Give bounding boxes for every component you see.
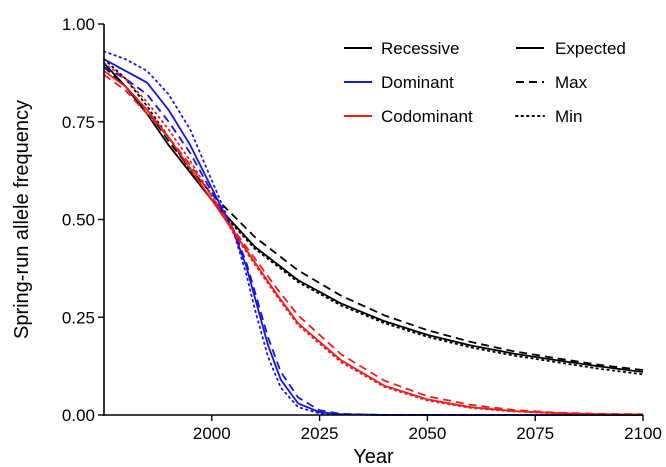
y-tick-label: 0.50 bbox=[62, 211, 95, 230]
y-tick-label: 1.00 bbox=[62, 15, 95, 34]
x-tick-label: 2025 bbox=[301, 424, 339, 443]
x-tick-label: 2000 bbox=[193, 424, 231, 443]
legend: Recessive Dominant Codominant Expected Max Mi… bbox=[344, 39, 626, 126]
legend-label: Codominant bbox=[381, 107, 473, 126]
y-tick-label: 0.25 bbox=[62, 308, 95, 327]
y-tick-label: 0.00 bbox=[62, 406, 95, 425]
series-line-7 bbox=[103, 74, 644, 416]
series-line-4 bbox=[103, 66, 643, 416]
legend-style-label: Min bbox=[555, 107, 582, 126]
series-layer bbox=[103, 50, 644, 416]
x-axis-title: Year bbox=[353, 446, 394, 467]
y-axis-title: Spring-run allele frequency bbox=[11, 100, 33, 339]
axes-layer: 0.00 0.25 0.50 0.75 1.00 2000 2025 2050 2075 2100 bbox=[62, 15, 662, 443]
x-tick-label: 2100 bbox=[624, 424, 662, 443]
series-line-8 bbox=[103, 62, 644, 416]
y-tick-label: 0.75 bbox=[62, 113, 95, 132]
x-tick-label: 2050 bbox=[408, 424, 446, 443]
legend-style-label: Max bbox=[555, 73, 588, 92]
legend-label: Recessive bbox=[381, 39, 459, 58]
x-tick-label: 2075 bbox=[516, 424, 554, 443]
series-line-0 bbox=[103, 62, 644, 373]
legend-style-label: Expected bbox=[555, 39, 626, 58]
legend-label: Dominant bbox=[381, 73, 454, 92]
